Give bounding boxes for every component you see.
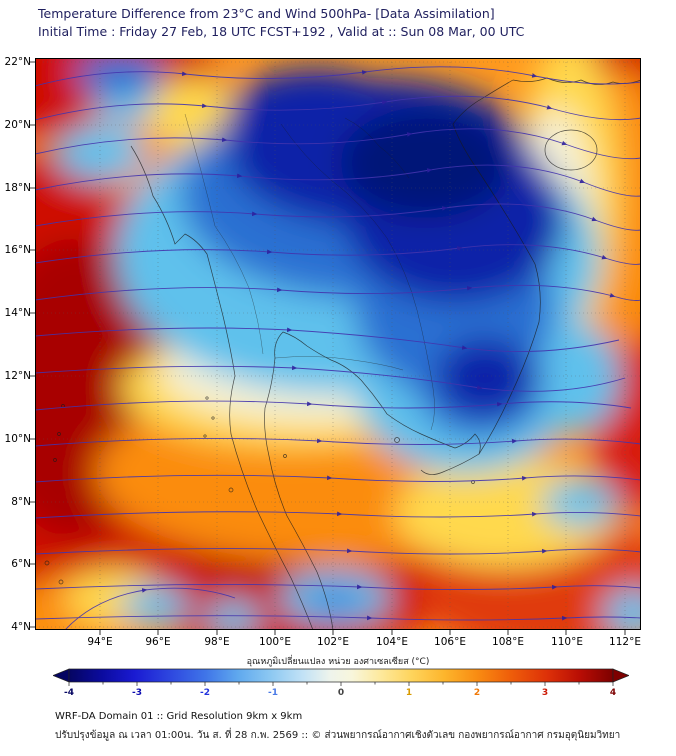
domain-info: WRF-DA Domain 01 :: Grid Resolution 9km … [55, 711, 303, 722]
lon-tick-label: 94°E [87, 636, 113, 648]
lat-tick-label: 8°N [11, 496, 31, 508]
wind-streamlines [35, 66, 641, 630]
colorbar-tick: -1 [268, 688, 278, 698]
colorbar-tick: 0 [337, 688, 345, 698]
colorbar-arrow-right [612, 668, 629, 683]
lat-tick-label: 14°N [4, 307, 31, 319]
lat-tick-label: 22°N [4, 56, 31, 68]
lon-tick-label: 102°E [317, 636, 349, 648]
lat-tick-label: 4°N [11, 621, 31, 633]
lat-tick-label: 18°N [4, 182, 31, 194]
map-border [35, 58, 641, 630]
page-subtitle: Initial Time : Friday 27 Feb, 18 UTC FCS… [38, 24, 525, 39]
lat-tick-label: 20°N [4, 119, 31, 131]
lat-tick-label: 6°N [11, 558, 31, 570]
colorbar-gradient [68, 668, 614, 683]
lon-tick-label: 104°E [376, 636, 408, 648]
axis-ticks [30, 61, 626, 635]
lon-tick-label: 108°E [492, 636, 524, 648]
weather-map [30, 58, 641, 635]
lat-tick-label: 16°N [4, 244, 31, 256]
colorbar-tick: 4 [609, 688, 617, 698]
weather-map-plot [30, 58, 641, 635]
update-info: ปรับปรุงข้อมูล ณ เวลา 01:00น. วัน ส. ที่… [55, 730, 621, 741]
colorbar-tick: 1 [405, 688, 413, 698]
lat-tick-label: 10°N [4, 433, 31, 445]
lat-tick-label: 12°N [4, 370, 31, 382]
lon-tick-label: 112°E [609, 636, 641, 648]
colorbar-arrow-left [53, 668, 70, 683]
colorbar-tick: 3 [541, 688, 549, 698]
page-title: Temperature Difference from 23°C and Win… [38, 6, 495, 21]
colorbar-tick: -4 [64, 688, 74, 698]
lon-tick-label: 98°E [204, 636, 230, 648]
colorbar-tick: -3 [132, 688, 142, 698]
temperature-field [35, 58, 641, 630]
colorbar-label: อุณหภูมิเปลี่ยนแปลง หน่วย องศาเซลเซียส (… [246, 657, 430, 667]
colorbar-ticks [68, 682, 614, 686]
colorbar-tick: 2 [473, 688, 481, 698]
colorbar-tick: -2 [200, 688, 210, 698]
lon-tick-label: 106°E [434, 636, 466, 648]
colorbar [53, 668, 629, 686]
lon-tick-label: 100°E [259, 636, 291, 648]
lon-tick-label: 96°E [145, 636, 171, 648]
lon-tick-label: 110°E [551, 636, 583, 648]
